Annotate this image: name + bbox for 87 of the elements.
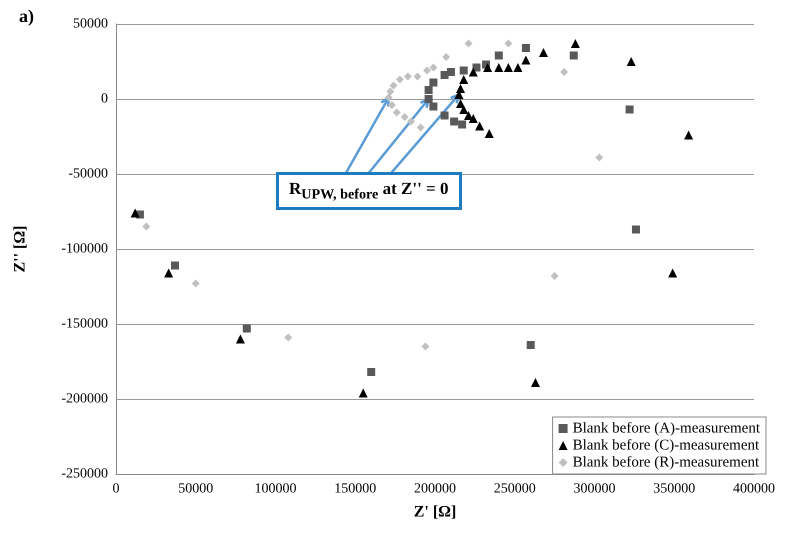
point [468, 68, 478, 76]
point [450, 118, 458, 126]
point [504, 40, 512, 48]
y-tick-label: 50000 [73, 16, 108, 32]
point [459, 75, 468, 84]
point [550, 272, 559, 280]
point [429, 102, 438, 110]
point [632, 226, 640, 234]
y-tick-label: 0 [101, 92, 108, 106]
point [504, 63, 513, 72]
x-tick-label: 400000 [733, 482, 775, 496]
point [464, 40, 472, 48]
point [468, 114, 478, 123]
point [142, 222, 150, 230]
x-tick-label: 200000 [414, 482, 456, 496]
point [668, 268, 678, 278]
y-tick-label: -100000 [61, 242, 108, 256]
point [164, 268, 174, 278]
y-tick-label: -50000 [68, 166, 108, 182]
x-tick-label: 100000 [254, 482, 296, 496]
point [424, 95, 433, 103]
point [367, 368, 376, 376]
point [522, 44, 530, 52]
y-tick-label: -200000 [61, 392, 108, 406]
point [429, 78, 438, 86]
annotation-box: R$_{UPW, before}$ at Z'' = 0 [276, 172, 462, 210]
point [396, 76, 404, 84]
point [483, 63, 492, 72]
x-tick-label: 250000 [494, 482, 536, 496]
point [392, 108, 401, 116]
point [442, 53, 450, 61]
point [423, 66, 432, 74]
point [440, 71, 449, 79]
point [494, 52, 503, 60]
x-tick-label: 350000 [653, 482, 696, 496]
point [242, 324, 251, 332]
point [626, 57, 636, 66]
point [130, 208, 140, 218]
point [416, 124, 425, 132]
x-tick-label: 300000 [574, 482, 616, 496]
x-tick-label: 50000 [178, 482, 214, 496]
point [538, 48, 548, 57]
point [475, 122, 484, 130]
point [521, 56, 530, 64]
y-tick-label: -250000 [61, 466, 108, 482]
point [236, 334, 245, 344]
point [513, 63, 522, 72]
point [390, 82, 398, 90]
point [358, 388, 368, 398]
point [560, 68, 568, 76]
point [458, 120, 466, 128]
point [459, 105, 468, 114]
point [386, 88, 394, 96]
y-axis-title: Z'' [Ω] [12, 225, 28, 273]
point [424, 86, 433, 94]
point [526, 341, 535, 349]
point [388, 101, 396, 109]
x-tick-label: 150000 [334, 482, 376, 496]
point [192, 280, 200, 288]
point [626, 106, 634, 114]
y-tick-label: -150000 [61, 316, 108, 332]
point [570, 39, 580, 48]
x-tick-label: 0 [112, 482, 120, 496]
point [400, 113, 409, 121]
point [404, 72, 412, 80]
point [530, 378, 540, 387]
legend-label: Blank before (A)-measurement [572, 420, 761, 436]
legend-label: Blank before (C)-measurement [572, 438, 760, 454]
point [421, 342, 430, 350]
point [484, 129, 494, 138]
point [494, 63, 504, 72]
point [440, 112, 449, 120]
point [429, 64, 438, 72]
point [460, 66, 468, 74]
chart-title: a) [19, 6, 34, 26]
point [684, 130, 694, 140]
point [456, 99, 466, 108]
point [595, 154, 604, 162]
point [570, 52, 578, 60]
legend-label: Blank before (R)-measurement [572, 454, 760, 470]
point [384, 94, 393, 102]
point [171, 262, 180, 270]
point [464, 111, 473, 120]
point [407, 118, 416, 126]
x-axis-title: Z' [Ω] [414, 504, 456, 520]
point [284, 334, 292, 342]
point [413, 72, 422, 80]
